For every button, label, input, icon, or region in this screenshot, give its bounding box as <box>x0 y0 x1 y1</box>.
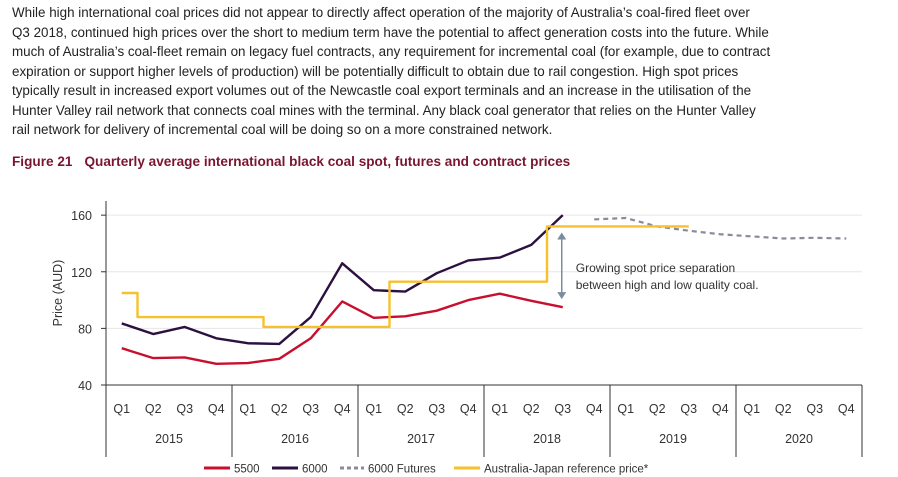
figure-number: Figure 21 <box>12 154 73 169</box>
x-tick-label: Q4 <box>586 402 603 416</box>
y-tick-label: 120 <box>71 266 92 280</box>
series-line-6000-futures <box>594 216 847 240</box>
legend-label: 6000 Futures <box>368 464 436 476</box>
x-tick-label: Q2 <box>775 402 792 416</box>
paragraph-line: much of Australia’s coal-fleet remain on… <box>12 44 771 59</box>
x-tick-label: Q1 <box>491 402 508 416</box>
paragraph-line: expiration or support higher levels of p… <box>12 63 739 79</box>
x-tick-label: Q4 <box>460 402 477 416</box>
x-tick-label: Q4 <box>334 402 351 416</box>
x-year-label: 2018 <box>533 432 561 446</box>
annotation-arrow-up-head <box>557 232 567 240</box>
x-tick-label: Q2 <box>271 402 288 416</box>
x-year-label: 2017 <box>407 432 435 446</box>
series-line-5500 <box>121 292 563 365</box>
legend-label: Australia-Japan reference price* <box>484 464 649 476</box>
x-tick-label: Q4 <box>838 402 855 416</box>
body-paragraph: While high international coal prices did… <box>12 3 888 140</box>
x-tick-label: Q2 <box>145 402 162 416</box>
paragraph-line: Hunter Valley rail network that connects… <box>12 102 756 118</box>
x-tick-label: Q3 <box>554 402 571 416</box>
x-tick-label: Q1 <box>617 402 634 416</box>
x-year-label: 2020 <box>785 432 813 446</box>
x-tick-label: Q2 <box>397 402 414 416</box>
x-year-label: 2016 <box>281 432 309 446</box>
x-tick-label: Q4 <box>712 402 729 416</box>
y-tick-label: 80 <box>78 322 92 336</box>
x-tick-label: Q3 <box>806 402 823 416</box>
x-year-label: 2015 <box>155 432 183 446</box>
legend-label: 6000 <box>302 464 328 476</box>
y-tick-label: 160 <box>71 209 92 223</box>
x-tick-label: Q1 <box>365 402 382 416</box>
annotation-text: between high and low quality coal. <box>576 278 759 292</box>
x-tick-label: Q1 <box>743 402 760 416</box>
x-tick-label: Q3 <box>302 402 319 416</box>
x-tick-label: Q1 <box>239 402 256 416</box>
legend-label: 5500 <box>234 464 260 476</box>
paragraph-line: Q3 2018, continued high prices over the … <box>12 24 769 40</box>
x-tick-label: Q2 <box>523 402 540 416</box>
annotation-text: Growing spot price separation <box>576 261 735 275</box>
figure-caption: Figure 21 Quarterly average international… <box>12 154 570 169</box>
paragraph-line: While high international coal prices did… <box>12 5 750 20</box>
x-tick-label: Q1 <box>113 402 130 416</box>
y-axis-label: Price (AUD) <box>51 260 65 327</box>
annotation-arrow-down-head <box>557 292 567 300</box>
paragraph-line: rail network for delivery of incremental… <box>12 122 553 137</box>
figure-title: Quarterly average international black co… <box>84 154 571 169</box>
paragraph-line: typically result in increased export vol… <box>12 83 752 98</box>
x-tick-label: Q3 <box>428 402 445 416</box>
series-line-6000 <box>121 214 564 346</box>
x-tick-label: Q4 <box>208 402 225 416</box>
x-tick-label: Q2 <box>649 402 666 416</box>
series-line-australia-japan-reference-price <box>121 225 689 329</box>
x-tick-label: Q3 <box>680 402 697 416</box>
x-tick-label: Q3 <box>176 402 193 416</box>
x-year-label: 2019 <box>659 432 687 446</box>
y-tick-label: 40 <box>78 379 92 393</box>
